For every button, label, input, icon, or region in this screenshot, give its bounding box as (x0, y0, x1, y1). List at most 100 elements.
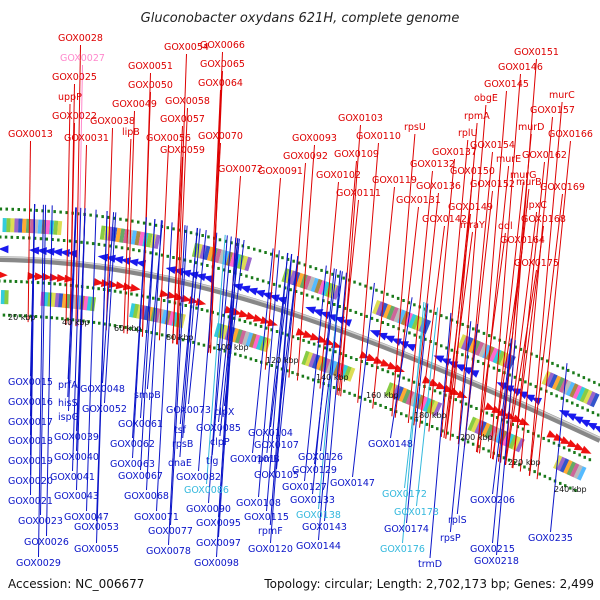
gene-label[interactable]: GOX0206 (470, 495, 515, 506)
gene-label[interactable]: GOX0039 (54, 432, 99, 443)
gene-label[interactable]: murD (518, 122, 545, 133)
gene-label[interactable]: GOX0166 (548, 129, 593, 140)
gene-label[interactable]: lpxC (526, 200, 547, 211)
gene-label[interactable]: GOX0053 (74, 522, 119, 533)
gene-label[interactable]: GOX0052 (82, 404, 127, 415)
gene-label[interactable]: GOX0152 (470, 179, 515, 190)
gene-label[interactable]: GOX0168 (521, 214, 566, 225)
gene-label[interactable]: rpmF (258, 526, 283, 537)
gene-label[interactable]: murG (510, 170, 537, 181)
gene-label[interactable]: hisS (58, 398, 78, 409)
gene-label[interactable]: GOX0150 (450, 166, 495, 177)
gene-label[interactable]: dnaE (168, 458, 192, 469)
gene-label[interactable]: GOX0133 (290, 495, 335, 506)
gene-label[interactable]: GOX0149 (448, 202, 493, 213)
gene-label[interactable]: trmD (418, 559, 442, 570)
gene-label[interactable]: GOX0145 (484, 79, 529, 90)
gene-label[interactable]: GOX0119 (372, 175, 417, 186)
gene-label[interactable]: clpX (214, 407, 235, 418)
gene-label[interactable]: GOX0051 (128, 61, 173, 72)
gene-label[interactable]: GOX0146 (498, 62, 543, 73)
gene-label[interactable]: GOX0136 (416, 181, 461, 192)
gene-label[interactable]: GOX0082 (176, 472, 221, 483)
gene-label[interactable]: GOX0143 (302, 522, 347, 533)
gene-label[interactable]: rplS (448, 515, 467, 526)
gene-label[interactable]: GOX0070 (198, 131, 243, 142)
gene-label[interactable]: GOX0067 (118, 471, 163, 482)
gene-label[interactable]: GOX0098 (194, 558, 239, 569)
gene-label[interactable]: GOX0147 (330, 478, 375, 489)
gene-label[interactable]: GOX0062 (110, 439, 155, 450)
gene-label[interactable]: GOX0061 (118, 419, 163, 430)
gene-label[interactable]: GOX0059 (160, 145, 205, 156)
gene-label[interactable]: GOX0172 (382, 489, 427, 500)
gene-label[interactable]: GOX0073 (166, 405, 211, 416)
gene-label[interactable]: GOX0157 (530, 105, 575, 116)
gene-label[interactable]: GOX0164 (500, 235, 545, 246)
gene-label[interactable]: GOX0019 (8, 456, 53, 467)
gene-label[interactable]: ddl (498, 221, 513, 232)
gene-label[interactable]: GOX0091 (258, 166, 303, 177)
gene-label[interactable]: GOX0021 (8, 496, 53, 507)
gene-label[interactable]: rpsU (404, 122, 426, 133)
gene-label[interactable]: GOX0102 (316, 170, 361, 181)
gene-label[interactable]: GOX0176 (380, 544, 425, 555)
gene-label[interactable]: murC (549, 90, 575, 101)
gene-label[interactable]: lipB (122, 127, 140, 138)
gene-label[interactable]: GOX0110 (356, 131, 401, 142)
gene-label[interactable]: GOX0086 (184, 485, 229, 496)
gene-label[interactable]: GOX0066 (200, 40, 245, 51)
gene-label[interactable]: GOX0040 (54, 452, 99, 463)
gene-label[interactable]: GOX0047 (64, 512, 109, 523)
gene-label[interactable]: GOX0090 (186, 504, 231, 515)
gene-label[interactable]: GOX0018 (8, 436, 53, 447)
gene-label[interactable]: tsf (174, 425, 187, 436)
gene-label[interactable]: GOX0126 (298, 452, 343, 463)
gene-label[interactable]: GOX0038 (90, 116, 135, 127)
gene-label[interactable]: GOX0065 (200, 59, 245, 70)
gene-label[interactable]: GOX0015 (8, 377, 53, 388)
gene-label[interactable]: GOX0115 (244, 512, 289, 523)
gene-label[interactable]: GOX0105 (254, 470, 299, 481)
gene-label[interactable]: murE (496, 154, 521, 165)
gene-label[interactable]: GOX0072 (218, 164, 263, 175)
gene-label[interactable]: GOX0142 (422, 214, 467, 225)
gene-label[interactable]: GOX0148 (368, 439, 413, 450)
gene-label[interactable]: rpsP (440, 533, 461, 544)
gene-label[interactable]: GOX0058 (165, 96, 210, 107)
gene-label[interactable]: GOX0078 (146, 546, 191, 557)
gene-label[interactable]: GOX0174 (384, 524, 429, 535)
gene-label[interactable]: GOX0043 (54, 491, 99, 502)
gene-label[interactable]: rpsB (172, 439, 193, 450)
gene-label[interactable]: GOX0137 (432, 147, 477, 158)
gene-label[interactable]: tig (206, 456, 218, 467)
gene-label[interactable]: GOX0031 (64, 133, 109, 144)
gene-label[interactable]: GOX0169 (540, 182, 585, 193)
gene-label[interactable]: GOX0111 (336, 188, 381, 199)
gene-label[interactable]: GOX0104 (248, 428, 293, 439)
gene-label[interactable]: rplU (458, 128, 478, 139)
gene-label[interactable]: GOX0103 (338, 113, 383, 124)
gene-label[interactable]: GOX0057 (160, 114, 205, 125)
gene-label[interactable]: GOX0050 (128, 80, 173, 91)
gene-label[interactable]: GOX0132 (410, 159, 455, 170)
gene-label[interactable]: GOX0017 (8, 417, 53, 428)
gene-label[interactable]: smpB (134, 390, 161, 401)
gene-label[interactable]: GOX0093 (292, 133, 337, 144)
gene-label[interactable]: GOX0055 (74, 544, 119, 555)
gene-label[interactable]: GOX0162 (522, 150, 567, 161)
gene-label[interactable]: uppP (58, 92, 82, 103)
gene-label[interactable]: GOX0056 (146, 133, 191, 144)
gene-label[interactable]: rpmB (254, 454, 280, 465)
gene-label[interactable]: GOX0154 (470, 140, 515, 151)
gene-label[interactable]: GOX0101 (230, 454, 275, 465)
gene-label[interactable]: GOX0041 (50, 472, 95, 483)
gene-label[interactable]: GOX0097 (196, 538, 241, 549)
gene-label[interactable]: GOX0022 (52, 111, 97, 122)
gene-label[interactable]: clpP (210, 437, 230, 448)
gene-label[interactable]: GOX0063 (110, 459, 155, 470)
gene-label[interactable]: GOX0120 (248, 544, 293, 555)
gene-label[interactable]: GOX0054 (164, 42, 209, 53)
gene-label[interactable]: rpmA (464, 111, 490, 122)
gene-label[interactable]: GOX0016 (8, 397, 53, 408)
